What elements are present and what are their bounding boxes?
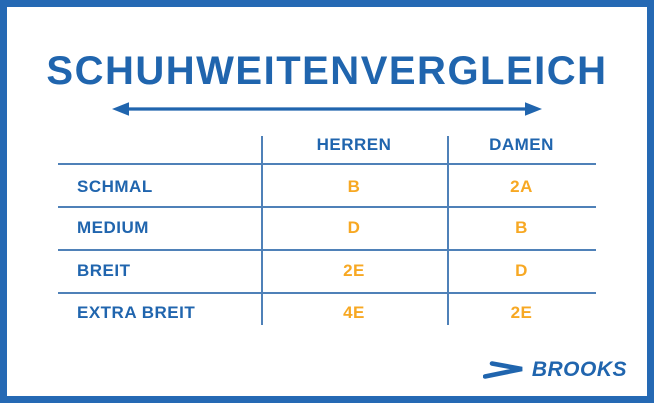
table-vertical-divider: [261, 136, 263, 325]
double-headed-arrow-icon: [112, 102, 542, 116]
value-extra-breit-damen: 2E: [510, 303, 533, 322]
width-comparison-table: HERREN DAMEN SCHMAL B 2A MEDIUM D B BREI…: [58, 128, 596, 340]
value-breit-herren: 2E: [343, 261, 365, 280]
page-title: SCHUHWEITENVERGLEICH: [46, 49, 608, 93]
table-row-divider: [58, 163, 596, 165]
table-row-divider: [58, 292, 596, 294]
row-label-medium: MEDIUM: [77, 218, 149, 237]
column-header-herren: HERREN: [316, 135, 392, 154]
column-header-damen: DAMEN: [489, 135, 554, 154]
value-breit-damen: D: [515, 261, 528, 280]
value-medium-herren: D: [347, 218, 361, 237]
table-row-divider: [58, 249, 596, 251]
brooks-wordmark: BROOKS: [531, 357, 627, 381]
brooks-chevron-icon: [482, 361, 523, 379]
brooks-logo: BROOKS: [482, 357, 627, 381]
row-label-schmal: SCHMAL: [77, 177, 153, 196]
table-row-divider: [58, 206, 596, 208]
row-label-extra-breit: EXTRA BREIT: [77, 303, 196, 322]
value-medium-damen: B: [515, 218, 528, 237]
value-schmal-herren: B: [347, 177, 361, 196]
value-extra-breit-herren: 4E: [343, 303, 365, 322]
table-vertical-divider: [447, 136, 449, 325]
value-schmal-damen: 2A: [510, 177, 533, 196]
row-label-breit: BREIT: [77, 261, 131, 280]
